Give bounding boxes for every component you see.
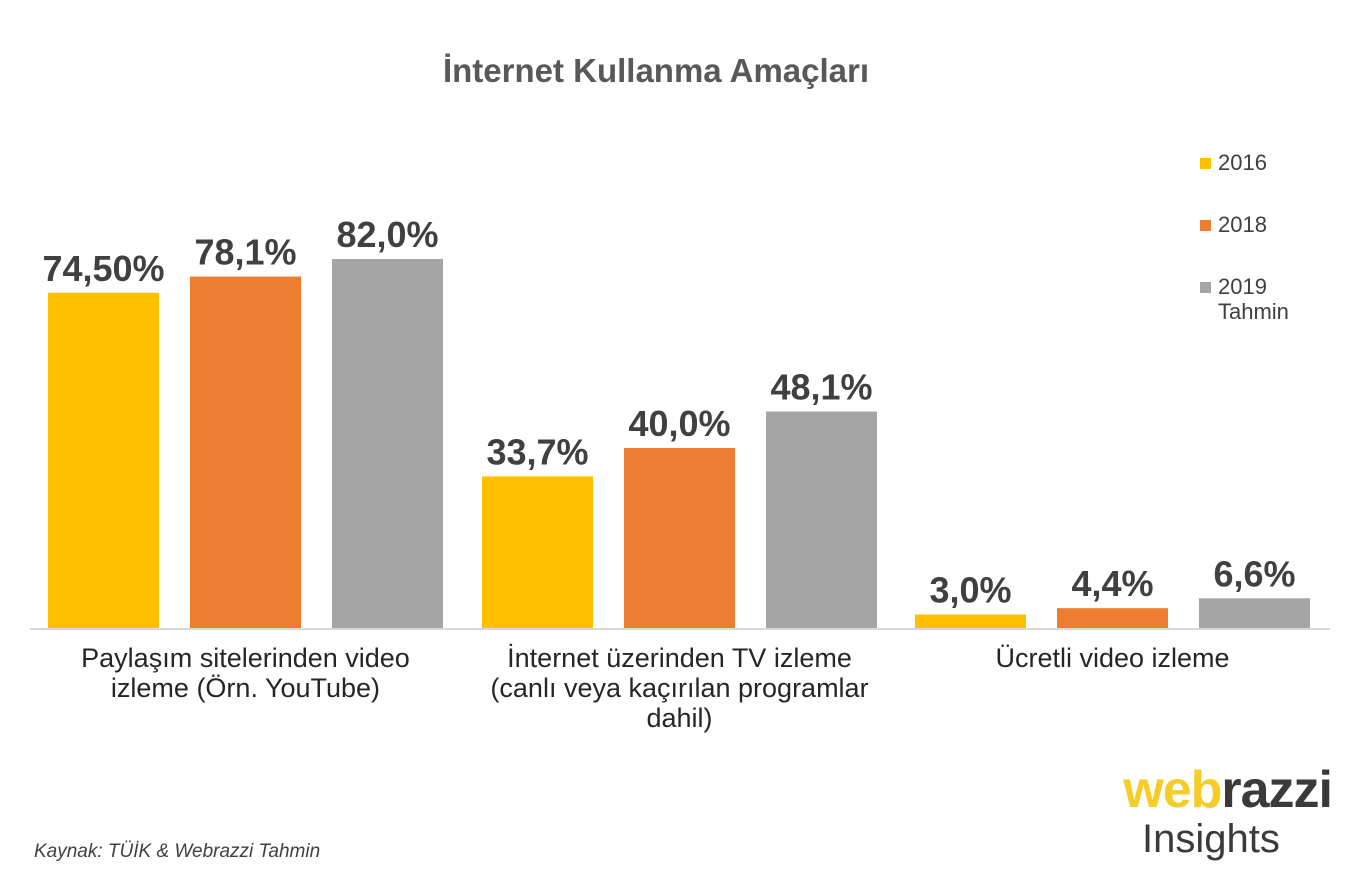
legend-item-2016: 2016	[1200, 150, 1338, 175]
logo-razzi-text: razzi	[1221, 761, 1333, 819]
logo-insights-text: Insights	[1142, 817, 1280, 861]
legend-label-2019-tahmin: 2019 Tahmin	[1218, 274, 1289, 324]
labels-layer: 74,50% 33,7% 3,0% 78,1% 40,0% 4,4% 82,0% 48,1% 6…	[42, 214, 1295, 733]
data-label-2018-cat3: 4,4%	[1071, 563, 1153, 604]
logo-wordmark: webrazzi	[1092, 761, 1333, 819]
legend-swatch-2019-tahmin	[1200, 282, 1211, 293]
data-label-2019-tahmin-cat2: 48,1%	[770, 367, 872, 408]
data-label-2016-cat3: 3,0%	[929, 570, 1011, 611]
category-label-1-line2: izleme (Örn. YouTube)	[111, 673, 380, 703]
legend-swatch-2018	[1200, 220, 1211, 231]
category-label-1-line1: Paylaşım sitelerinden video	[81, 643, 410, 673]
bar-2016-cat3	[915, 614, 1026, 628]
data-label-2019-tahmin-cat1: 82,0%	[336, 214, 438, 255]
data-label-2018-cat1: 78,1%	[194, 232, 296, 273]
category-label-2-line3: dahil)	[646, 703, 712, 733]
bar-2016-cat1	[48, 292, 159, 628]
category-label-2-line2: (canlı veya kaçırılan programlar	[490, 673, 868, 703]
legend-item-2019-tahmin: 2019 Tahmin	[1200, 274, 1338, 324]
data-label-2016-cat1: 74,50%	[42, 248, 164, 289]
legend-label-2018: 2018	[1218, 212, 1267, 237]
category-label-3-line1: Ücretli video izleme	[995, 643, 1229, 673]
logo-web-text: web	[1123, 761, 1222, 819]
bar-2018-cat3	[1057, 608, 1168, 628]
bar-2018-cat2	[624, 448, 735, 628]
data-label-2018-cat2: 40,0%	[628, 403, 730, 444]
bar-2019-tahmin-cat1	[332, 259, 443, 628]
data-label-2016-cat2: 33,7%	[486, 431, 588, 472]
bar-2019-tahmin-cat3	[1199, 598, 1310, 628]
bar-2019-tahmin-cat2	[766, 411, 877, 628]
legend-label-2016: 2016	[1218, 150, 1267, 175]
category-label-2-line1: İnternet üzerinden TV izleme	[507, 642, 852, 673]
bars-layer	[48, 259, 1310, 628]
bar-2018-cat1	[190, 276, 301, 628]
data-label-2019-tahmin-cat3: 6,6%	[1213, 553, 1295, 594]
source-note: Kaynak: TÜİK & Webrazzi Tahmin	[34, 841, 321, 862]
legend-item-2018: 2018	[1200, 212, 1338, 237]
webrazzi-insights-logo: webrazzi Insights	[1092, 761, 1333, 861]
legend-swatch-2016	[1200, 158, 1211, 169]
chart-title: İnternet Kullanma Amaçları	[442, 52, 870, 89]
bar-2016-cat2	[482, 476, 593, 628]
